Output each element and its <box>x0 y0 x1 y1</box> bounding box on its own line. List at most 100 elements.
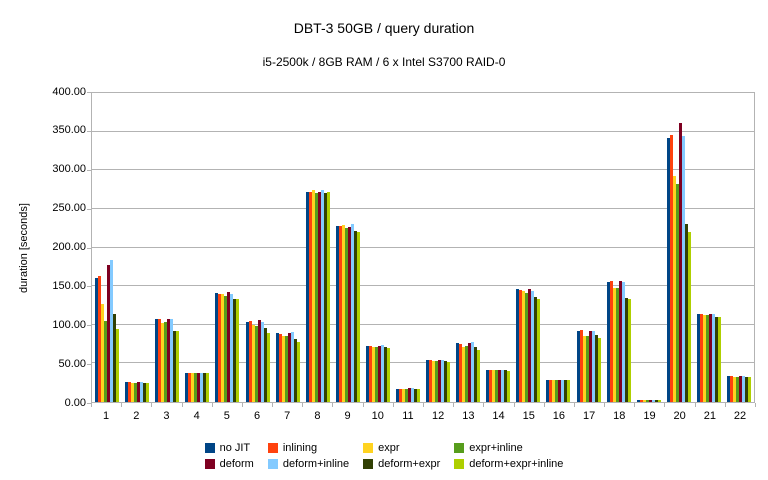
bar <box>161 323 165 402</box>
bar <box>465 345 469 402</box>
bar <box>407 388 411 402</box>
bar <box>155 318 159 402</box>
bar <box>254 326 258 402</box>
bar <box>588 330 592 402</box>
y-tick <box>87 286 91 288</box>
x-tick-label: 11 <box>402 410 414 422</box>
bar <box>131 382 135 402</box>
bar <box>347 226 351 402</box>
bar <box>645 399 649 402</box>
bar <box>203 373 207 402</box>
legend: no JIT inlining expr expr+inline deform defor… <box>0 441 768 471</box>
y-tick-label: 250.00 <box>52 202 86 215</box>
y-tick-label: 400.00 <box>52 85 86 98</box>
legend-label: deform <box>219 458 254 470</box>
legend-item: deform <box>204 457 254 471</box>
bar <box>585 336 589 402</box>
bar <box>657 399 661 402</box>
x-tick <box>181 403 183 407</box>
x-tick <box>302 403 304 407</box>
bar <box>672 175 676 402</box>
bar <box>170 318 174 402</box>
x-tick <box>121 403 123 407</box>
legend-item: expr <box>363 441 400 455</box>
x-tick-label: 12 <box>432 410 445 422</box>
bar <box>401 388 405 402</box>
bar <box>733 376 737 402</box>
bar <box>456 343 460 402</box>
x-tick-label: 22 <box>733 410 747 422</box>
bar <box>296 341 300 402</box>
bar <box>284 335 288 402</box>
bar <box>257 320 261 402</box>
bar <box>266 333 270 402</box>
bar <box>609 280 613 402</box>
bar <box>314 192 318 402</box>
bar <box>326 191 330 402</box>
bar <box>519 290 523 402</box>
bar <box>143 382 147 402</box>
bar-group <box>212 93 242 402</box>
bar <box>621 281 625 402</box>
bar <box>748 376 752 402</box>
bar <box>537 299 541 402</box>
bar <box>642 399 646 402</box>
bar <box>504 370 508 402</box>
bar <box>579 330 583 402</box>
x-tick <box>694 403 696 407</box>
bar <box>368 345 372 402</box>
bar <box>398 388 402 402</box>
bar <box>654 399 658 402</box>
bar <box>736 376 740 402</box>
bar <box>699 313 703 402</box>
bar <box>474 347 478 402</box>
bar <box>687 232 691 402</box>
bar <box>353 231 357 402</box>
bar <box>101 303 105 402</box>
bar <box>341 225 345 402</box>
bar <box>618 280 622 402</box>
bar <box>236 299 240 402</box>
bar <box>383 347 387 402</box>
bar <box>287 333 291 402</box>
bar <box>576 330 580 402</box>
bar <box>218 293 222 402</box>
bar <box>377 345 381 402</box>
bar <box>245 322 249 402</box>
bar <box>612 288 616 402</box>
bar-group <box>423 93 453 402</box>
x-tick <box>755 403 756 407</box>
x-tick-label: 5 <box>223 410 230 422</box>
legend-item: deform+inline <box>267 457 349 471</box>
bar <box>260 322 264 402</box>
y-axis-ticks <box>87 92 91 404</box>
bar <box>525 293 529 402</box>
legend-item: deform+expr+inline <box>454 457 563 471</box>
bar <box>594 334 598 402</box>
bar <box>110 259 114 402</box>
bar <box>426 360 430 402</box>
bar <box>281 335 285 402</box>
plot-area <box>91 92 755 403</box>
bar-group <box>333 93 363 402</box>
x-axis-tick-labels: 1 2 3 4 5 6 7 8 9 10 11 12 13 14 15 16 17 18 19 20 21 22 <box>91 410 755 422</box>
bar <box>441 360 445 402</box>
bar <box>717 317 721 402</box>
bar <box>501 369 505 402</box>
bar-group <box>543 93 573 402</box>
legend-swatch <box>204 443 215 453</box>
bar <box>528 289 532 402</box>
bar-group <box>242 93 272 402</box>
x-tick-label: 18 <box>613 410 626 422</box>
legend-item: inlining <box>267 441 317 455</box>
bar-group <box>513 93 543 402</box>
bar <box>675 184 679 402</box>
chart-title: DBT-3 50GB / query duration <box>293 20 475 36</box>
bar <box>702 314 706 402</box>
bar <box>167 319 171 402</box>
x-tick <box>513 403 515 407</box>
bar <box>305 191 309 402</box>
bar <box>140 381 144 402</box>
bar <box>224 296 228 402</box>
bar <box>113 313 117 402</box>
